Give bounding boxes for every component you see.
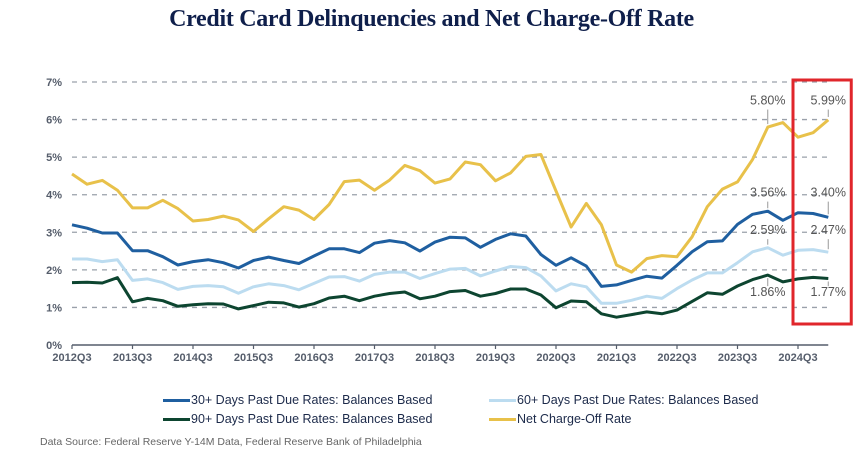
annotation-label: 3.56% (750, 186, 785, 200)
annotations: 5.80% 5.99% 3.56% 3.40% 2.59% 2.47% 1.86% 1.77% (750, 94, 846, 300)
x-tick-label: 2014Q3 (173, 352, 212, 364)
x-tick-label: 2019Q3 (476, 352, 515, 364)
legend-swatch (163, 417, 190, 421)
legend-swatch (163, 398, 190, 402)
x-axis: 2012Q3 2013Q3 2014Q3 2015Q3 2016Q3 2017Q3 2018… (52, 344, 829, 364)
annotation-label: 2.47% (811, 223, 846, 237)
series-line-3 (71, 118, 830, 274)
chart-title: Credit Card Delinquencies and Net Charge… (169, 6, 694, 32)
legend-label: 60+ Days Past Due Rates: Balances Based (517, 393, 759, 407)
y-tick-label: 1% (46, 302, 62, 314)
legend-swatch (489, 417, 516, 421)
x-tick-label: 2021Q3 (597, 352, 636, 364)
series-line-0 (71, 209, 829, 288)
x-tick-label: 2015Q3 (234, 352, 273, 364)
y-tick-label: 4% (46, 190, 62, 202)
annotation-label: 2.59% (750, 223, 785, 237)
y-tick-label: 0% (46, 340, 62, 352)
y-tick-label: 6% (46, 115, 62, 127)
series-line-1 (72, 246, 829, 305)
annotation-label: 5.99% (811, 94, 846, 108)
legend-label: 30+ Days Past Due Rates: Balances Based (191, 393, 433, 407)
legend-item-60-plus: 60+ Days Past Due Rates: Balances Based (489, 393, 758, 407)
highlight-box (791, 78, 853, 326)
legend-label: Net Charge-Off Rate (517, 412, 632, 426)
x-tick-label: 2020Q3 (536, 352, 575, 364)
legend-item-30-plus: 30+ Days Past Due Rates: Balances Based (163, 393, 432, 407)
y-tick-label: 2% (46, 265, 62, 277)
annotation-label: 5.80% (750, 94, 785, 108)
legend-swatch (489, 398, 516, 402)
gridlines (72, 81, 829, 309)
x-tick-label: 2022Q3 (657, 352, 696, 364)
x-tick-label: 2013Q3 (113, 352, 152, 364)
data-source-note: Data Source: Federal Reserve Y-14M Data,… (40, 436, 422, 448)
x-tick-label: 2016Q3 (294, 352, 333, 364)
annotation-label: 1.77% (811, 285, 846, 299)
series-line-2 (71, 273, 829, 319)
x-tick-label: 2018Q3 (415, 352, 454, 364)
y-tick-label: 3% (46, 227, 62, 239)
y-tick-label: 5% (46, 152, 62, 164)
highlight-rectangle (791, 78, 853, 326)
legend-label: 90+ Days Past Due Rates: Balances Based (191, 412, 433, 426)
annotation-label: 1.86% (750, 285, 785, 299)
annotation-label: 3.40% (811, 186, 846, 200)
x-tick-label: 2012Q3 (52, 352, 91, 364)
x-tick-label: 2023Q3 (718, 352, 757, 364)
series-lines (71, 118, 830, 319)
legend-item-net-charge-off: Net Charge-Off Rate (489, 412, 631, 426)
legend-item-90-plus: 90+ Days Past Due Rates: Balances Based (163, 412, 432, 426)
x-tick-label: 2017Q3 (355, 352, 394, 364)
y-axis-ticks: 0% 1% 2% 3% 4% 5% 6% 7% (46, 77, 62, 352)
y-tick-label: 7% (46, 77, 62, 89)
x-tick-label: 2024Q3 (778, 352, 817, 364)
